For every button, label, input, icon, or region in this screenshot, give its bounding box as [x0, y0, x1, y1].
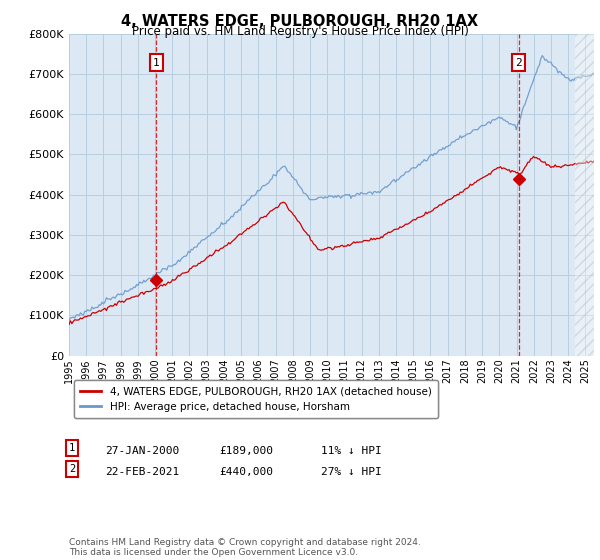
Text: 4, WATERS EDGE, PULBOROUGH, RH20 1AX: 4, WATERS EDGE, PULBOROUGH, RH20 1AX — [121, 14, 479, 29]
Text: 2: 2 — [69, 464, 75, 474]
Text: 27-JAN-2000: 27-JAN-2000 — [105, 446, 179, 456]
Text: £440,000: £440,000 — [219, 466, 273, 477]
Text: 22-FEB-2021: 22-FEB-2021 — [105, 466, 179, 477]
Text: 27% ↓ HPI: 27% ↓ HPI — [321, 466, 382, 477]
Text: 1: 1 — [153, 58, 160, 68]
Text: 1: 1 — [69, 443, 75, 453]
Text: Contains HM Land Registry data © Crown copyright and database right 2024.
This d: Contains HM Land Registry data © Crown c… — [69, 538, 421, 557]
Text: £189,000: £189,000 — [219, 446, 273, 456]
Bar — [575, 34, 600, 356]
Text: Price paid vs. HM Land Registry's House Price Index (HPI): Price paid vs. HM Land Registry's House … — [131, 25, 469, 38]
Bar — [575, 34, 600, 356]
Text: 2: 2 — [515, 58, 522, 68]
Legend: 4, WATERS EDGE, PULBOROUGH, RH20 1AX (detached house), HPI: Average price, detac: 4, WATERS EDGE, PULBOROUGH, RH20 1AX (de… — [74, 380, 438, 418]
Text: 11% ↓ HPI: 11% ↓ HPI — [321, 446, 382, 456]
